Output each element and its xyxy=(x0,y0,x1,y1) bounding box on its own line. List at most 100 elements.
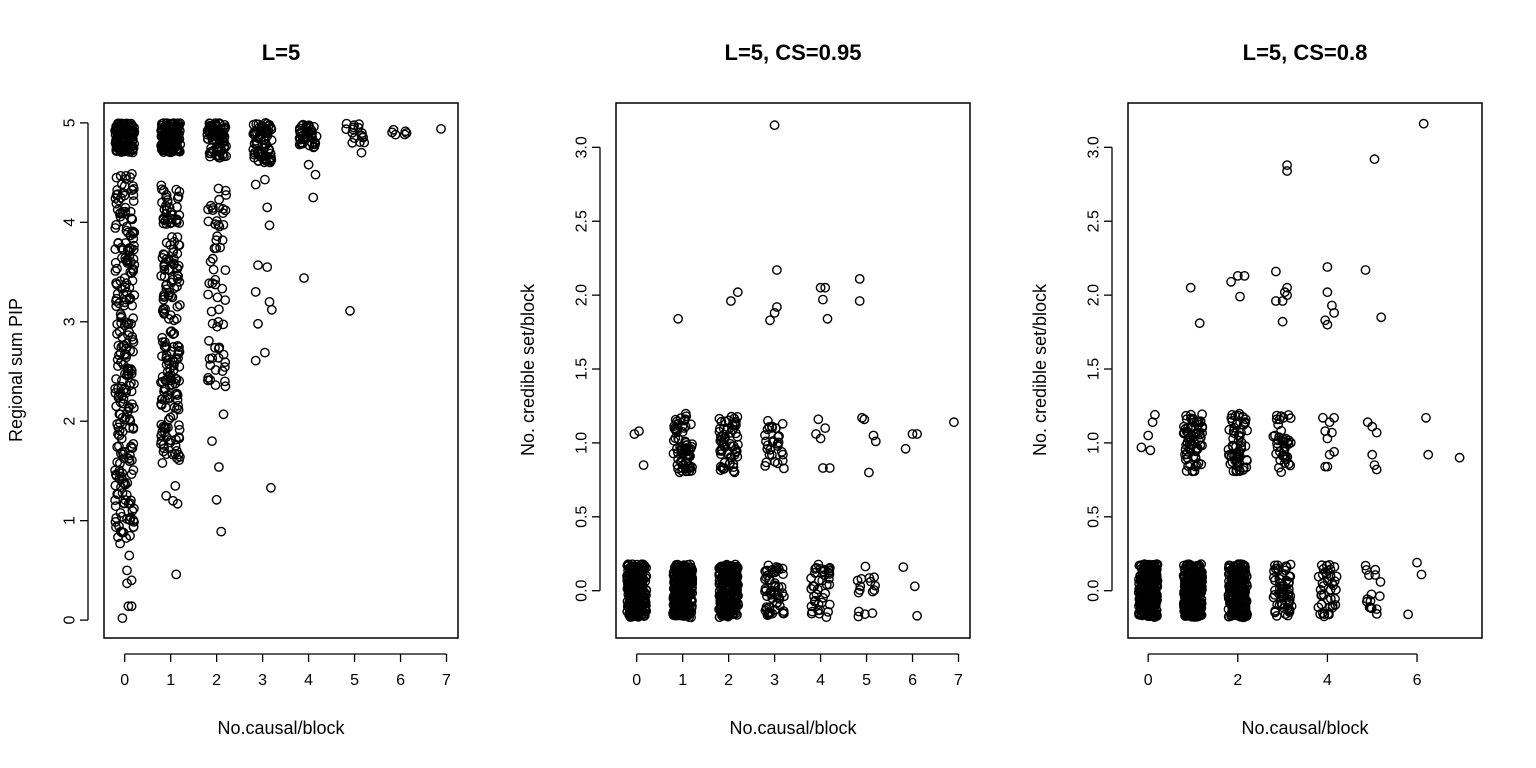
data-point xyxy=(347,137,358,148)
panel-l5: L=5 No.causal/block Regional sum PIP 0 1 2… xyxy=(6,40,459,738)
data-point xyxy=(761,602,772,612)
data-point xyxy=(171,313,182,324)
data-point xyxy=(1285,437,1296,448)
data-point xyxy=(907,429,918,439)
data-point xyxy=(111,401,122,412)
data-point xyxy=(900,443,911,454)
data-point xyxy=(125,530,135,541)
x-tick-label: 0 xyxy=(632,672,641,689)
data-point xyxy=(629,565,640,576)
data-point xyxy=(125,416,136,426)
data-point xyxy=(112,319,123,330)
data-point xyxy=(253,260,263,270)
x-tick-label: 0 xyxy=(1144,672,1153,689)
data-point xyxy=(211,494,222,505)
data-point xyxy=(1371,464,1382,475)
data-point xyxy=(684,571,695,581)
data-point xyxy=(1322,287,1333,298)
data-point xyxy=(1360,560,1371,571)
data-point xyxy=(116,192,126,203)
data-point xyxy=(167,379,178,390)
y-tick-label: 1.0 xyxy=(574,432,591,454)
data-point xyxy=(121,173,131,184)
data-point xyxy=(203,335,214,346)
data-point xyxy=(297,130,308,141)
data-point xyxy=(806,584,817,594)
data-point xyxy=(1232,270,1243,281)
data-point xyxy=(165,326,176,337)
data-point xyxy=(111,279,122,290)
data-point xyxy=(1140,561,1151,572)
x-tick-label: 0 xyxy=(120,672,129,689)
data-point xyxy=(770,580,781,591)
y-tick-label: 1.5 xyxy=(574,358,591,380)
data-point xyxy=(156,399,167,409)
data-point xyxy=(262,262,273,272)
data-point xyxy=(820,423,831,433)
data-point xyxy=(714,413,725,424)
data-point xyxy=(166,277,177,288)
data-point xyxy=(113,361,123,371)
data-point xyxy=(1282,610,1293,621)
data-point xyxy=(715,591,726,602)
data-point xyxy=(1186,409,1196,420)
data-point xyxy=(668,435,679,446)
data-point xyxy=(220,185,231,196)
data-point xyxy=(1231,457,1242,468)
y-axis-label: No. credible set/block xyxy=(518,283,538,456)
data-point xyxy=(824,463,835,473)
data-point xyxy=(718,423,729,434)
data-point xyxy=(1282,282,1293,293)
x-tick-label: 5 xyxy=(862,672,871,689)
data-points xyxy=(622,120,959,623)
data-point xyxy=(773,437,784,448)
data-point xyxy=(158,135,169,146)
data-point xyxy=(1364,570,1374,580)
data-point xyxy=(1329,412,1340,423)
data-point xyxy=(860,561,871,572)
data-point xyxy=(125,267,136,277)
data-point xyxy=(128,438,139,449)
data-point xyxy=(124,422,135,433)
data-point xyxy=(728,466,739,476)
data-point xyxy=(820,564,830,575)
data-point xyxy=(310,169,321,180)
data-point xyxy=(1233,410,1244,421)
x-tick-label: 3 xyxy=(770,672,779,689)
y-tick-label: 0.0 xyxy=(574,579,591,601)
data-point xyxy=(1276,467,1287,478)
data-point xyxy=(1418,118,1429,129)
data-point xyxy=(1237,607,1247,617)
data-point xyxy=(126,443,137,453)
data-point xyxy=(1232,417,1243,428)
data-point xyxy=(1283,578,1294,589)
data-point xyxy=(683,449,693,460)
y-tick-label: 1.0 xyxy=(1086,432,1103,454)
data-point xyxy=(110,501,121,512)
data-point xyxy=(624,563,635,574)
data-point xyxy=(156,125,167,136)
axis-ticks: 0 2 4 6 0.0 0.5 1.0 1.5 2.0 2.5 3.0 xyxy=(1086,136,1422,689)
data-point xyxy=(125,495,136,506)
data-point xyxy=(1238,465,1249,475)
data-point xyxy=(1146,575,1157,586)
data-point xyxy=(763,607,774,618)
data-point xyxy=(161,359,172,370)
data-point xyxy=(220,205,231,216)
data-point xyxy=(1283,439,1294,449)
plot-frame xyxy=(1127,102,1483,639)
data-point xyxy=(767,421,777,432)
data-point xyxy=(168,360,179,371)
data-point xyxy=(259,347,270,358)
data-point xyxy=(162,214,173,225)
data-point xyxy=(854,585,865,595)
data-point xyxy=(672,610,683,621)
data-point xyxy=(118,359,129,370)
data-point xyxy=(128,337,139,347)
data-point xyxy=(123,227,133,238)
data-point xyxy=(299,273,309,283)
data-point xyxy=(1271,266,1281,277)
data-point xyxy=(685,567,696,577)
data-point xyxy=(1195,566,1206,577)
data-point xyxy=(169,134,180,145)
